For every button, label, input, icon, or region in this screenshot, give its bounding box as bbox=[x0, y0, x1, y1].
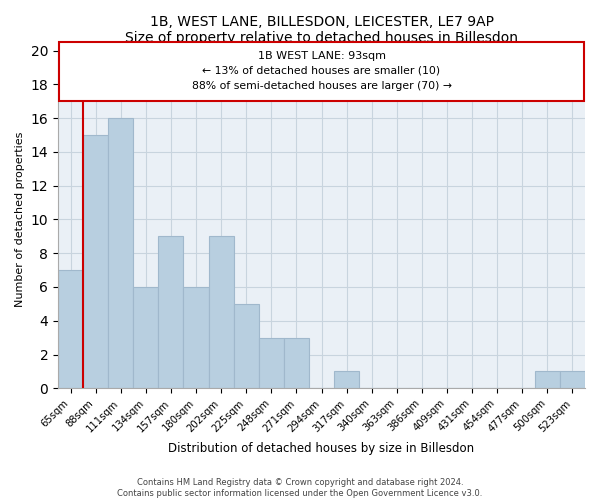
Bar bbox=[334, 372, 359, 388]
Text: 88% of semi-detached houses are larger (70) →: 88% of semi-detached houses are larger (… bbox=[191, 81, 452, 91]
Text: ← 13% of detached houses are smaller (10): ← 13% of detached houses are smaller (10… bbox=[202, 66, 440, 76]
Bar bbox=[535, 372, 560, 388]
X-axis label: Distribution of detached houses by size in Billesdon: Distribution of detached houses by size … bbox=[169, 442, 475, 455]
Bar bbox=[158, 236, 184, 388]
Bar bbox=[83, 135, 108, 388]
Text: 1B WEST LANE: 93sqm: 1B WEST LANE: 93sqm bbox=[257, 50, 386, 60]
Bar bbox=[108, 118, 133, 388]
Bar bbox=[560, 372, 585, 388]
Text: Contains HM Land Registry data © Crown copyright and database right 2024.
Contai: Contains HM Land Registry data © Crown c… bbox=[118, 478, 482, 498]
Bar bbox=[284, 338, 309, 388]
Bar bbox=[259, 338, 284, 388]
Bar bbox=[58, 270, 83, 388]
Bar bbox=[233, 304, 259, 388]
Bar bbox=[59, 42, 584, 101]
Bar bbox=[133, 287, 158, 388]
Y-axis label: Number of detached properties: Number of detached properties bbox=[15, 132, 25, 307]
Bar bbox=[184, 287, 209, 388]
Title: 1B, WEST LANE, BILLESDON, LEICESTER, LE7 9AP
Size of property relative to detach: 1B, WEST LANE, BILLESDON, LEICESTER, LE7… bbox=[125, 15, 518, 45]
Bar bbox=[209, 236, 233, 388]
